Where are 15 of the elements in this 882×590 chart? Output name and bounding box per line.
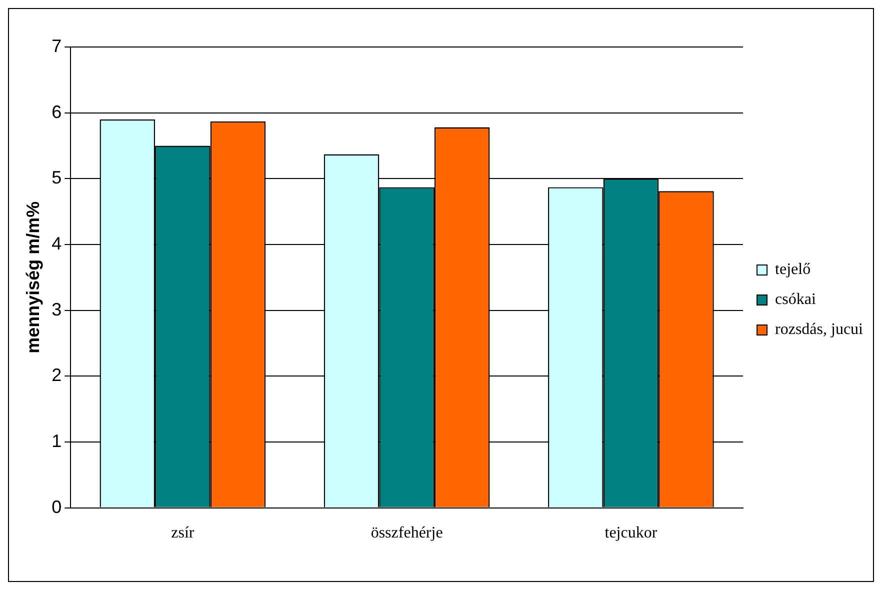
y-tick-label: 0 [52, 496, 62, 517]
y-tick-label: 7 [52, 36, 62, 56]
y-tick-label: 4 [52, 233, 62, 254]
x-tick-label: tejcukor [604, 524, 658, 542]
y-tick-label: 1 [52, 430, 62, 451]
x-tick-label: összfehérje [370, 524, 443, 542]
y-tick-label: 2 [52, 365, 62, 386]
legend-label: tejelő [775, 261, 811, 278]
y-axis-title: mennyiség m/m% [22, 201, 43, 354]
y-tick-label: 5 [52, 168, 62, 188]
y-tick-label: 3 [52, 299, 62, 320]
legend-label: rozsdás, jucui [775, 321, 864, 338]
legend-label: csókai [775, 291, 816, 308]
y-tick-label: 6 [52, 102, 62, 122]
x-tick-label: zsír [171, 524, 195, 542]
